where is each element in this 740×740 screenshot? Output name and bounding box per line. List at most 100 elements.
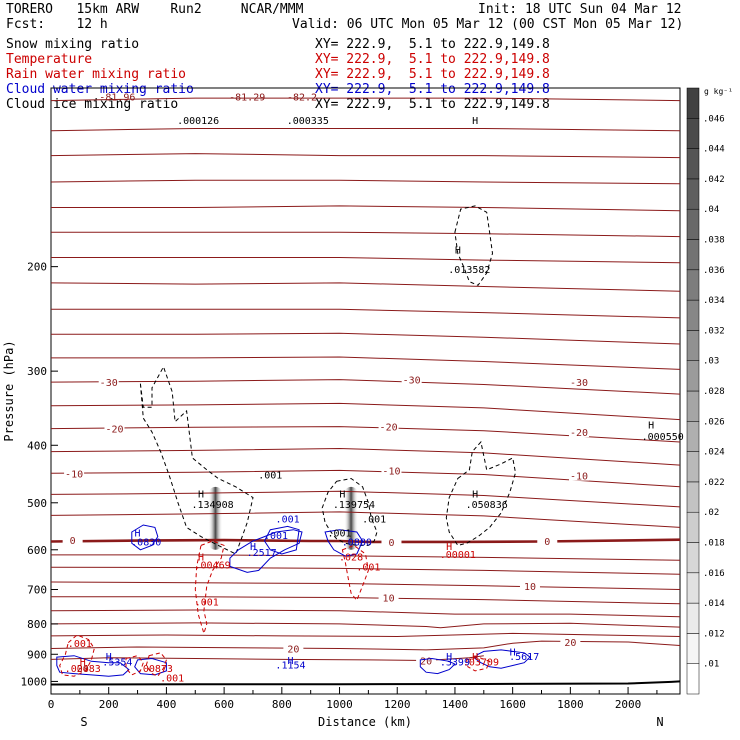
isotherm-label-16: 20: [564, 638, 576, 649]
colorbar-tick-1: .012: [703, 629, 725, 639]
snow-annotation-8: H: [648, 421, 654, 432]
colorbar-tick-7: .024: [703, 448, 725, 458]
isotherm-line-6: [51, 257, 681, 264]
isotherm-line-0: [50, 97, 681, 102]
isotherm-label-10: 0: [388, 538, 394, 549]
isotherm-line-24: [50, 622, 681, 629]
y-tick-label-8: 1000: [21, 675, 48, 688]
snow-contour-0: [139, 365, 254, 555]
snow-annotation-5: .050836: [466, 500, 508, 511]
rain-annotation-40: H: [472, 652, 478, 663]
rain-contour-12: [194, 540, 225, 636]
snow-annotation-4: H: [472, 490, 478, 501]
y-tick-label-7: 900: [27, 648, 47, 661]
isotherm-label-bg-12: [519, 579, 540, 591]
cloudwater-contour-5: [229, 529, 303, 573]
rain-annotation-36: H: [80, 657, 86, 668]
colorbar-cell-1: [686, 633, 700, 664]
rain-annotation-34: .00001: [440, 550, 476, 561]
rain-annotation-38: .00873: [137, 664, 173, 675]
snow-contour-1: [321, 477, 378, 546]
isotherm-label-1: -30: [403, 376, 421, 387]
y-tick-label-4: 600: [27, 544, 47, 557]
init-time: Init: 18 UTC Sun 04 Mar 12: [478, 2, 682, 17]
colorbar-tick-18: .046: [703, 114, 725, 124]
isotherm-line-25: [50, 632, 681, 638]
colorbar-tick-6: .022: [703, 478, 725, 488]
forecast-hour: Fcst: 12 h: [6, 17, 108, 32]
isotherm-line-23: [50, 609, 681, 618]
field-name-temperature: Temperature: [6, 52, 93, 67]
snow-annotation-0: H: [198, 490, 204, 501]
colorbar-cell-11: [686, 330, 700, 361]
field-xy-cloudice: XY= 222.9, 5.1 to 222.9,149.8: [315, 97, 550, 112]
field-name-snow: Snow mixing ratio: [6, 37, 140, 52]
y-tick-label-0: 200: [27, 261, 47, 274]
rain-contour-13: [341, 544, 369, 602]
cloudwater-annotation-26: H: [510, 648, 516, 659]
field-xy-snow: XY= 222.9, 5.1 to 222.9,149.8: [315, 37, 550, 52]
isotherm-annotation-45: -81.96: [99, 93, 135, 104]
colorbar-cell-10: [686, 360, 700, 392]
x-tick-label-10: 2000: [615, 698, 642, 711]
cloudwater-annotation-27: .5617: [509, 652, 539, 663]
colorbar-cell-3: [686, 572, 700, 604]
cloudwater-contour-4: [131, 524, 159, 551]
rain-annotation-33: H: [446, 542, 452, 553]
snow-max-shading-0: [208, 486, 223, 550]
isotherm-label-9: 0: [70, 536, 76, 547]
isotherm-label-3: -20: [105, 425, 123, 436]
cloudwater-annotation-23: .1154: [275, 661, 305, 672]
cloudwater-annotation-25: .3399: [440, 657, 470, 668]
isotherm-label-bg-5: [569, 426, 590, 438]
colorbar-cell-14: [686, 239, 700, 271]
cloudwater-annotation-24: H: [446, 652, 452, 663]
isotherm-line-5: [51, 231, 681, 238]
cloudwater-annotation-13: H: [135, 529, 141, 540]
colorbar-cell-0: [686, 663, 700, 695]
isotherm-label-12: 10: [524, 582, 536, 593]
isotherm-label-bg-17: [72, 662, 93, 674]
isotherm-label-bg-14: [283, 642, 304, 654]
snow-annotation-12: .001: [362, 515, 386, 526]
colorbar-cell-12: [686, 299, 700, 331]
colorbar-cell-2: [686, 602, 700, 634]
isotherm-label-8: -10: [570, 472, 588, 483]
isotherm-label-bg-10: [381, 535, 402, 547]
cloudwater-contour-11: [474, 649, 531, 669]
cloudwater-annotation-16: .2517: [247, 548, 277, 559]
isotherm-label-bg-1: [401, 373, 422, 385]
isotherm-line-16: [50, 490, 681, 508]
field-name-cloudwater: Cloud water mixing ratio: [6, 82, 194, 97]
isotherm-label-0: -30: [100, 378, 118, 389]
y-tick-label-1: 300: [27, 365, 47, 378]
isotherm-label-bg-2: [569, 376, 590, 388]
x-tick-label-2: 400: [156, 698, 176, 711]
isotherm-line-1: [50, 128, 681, 132]
isotherm-label-2: -30: [570, 378, 588, 389]
snow-annotation-43: .000126: [177, 116, 219, 127]
y-tick-label-5: 700: [27, 584, 47, 597]
colorbar-tick-3: .016: [703, 569, 725, 579]
snow-annotation-11: .001: [327, 529, 351, 540]
colorbar-cell-7: [686, 451, 700, 483]
y-tick-label-6: 800: [27, 618, 47, 631]
field-name-rain: Rain water mixing ratio: [6, 67, 187, 82]
field-xy-temperature: XY= 222.9, 5.1 to 222.9,149.8: [315, 52, 550, 67]
isotherm-line-4: [51, 205, 681, 212]
colorbar-cell-9: [686, 390, 700, 422]
colorbar-cell-16: [686, 178, 700, 210]
isotherm-label-5: -20: [570, 428, 588, 439]
snow-annotation-1: .134908: [191, 500, 233, 511]
colorbar-cell-6: [686, 481, 700, 513]
x-axis-label: Distance (km): [318, 715, 412, 729]
cloudwater-annotation-20: H: [106, 652, 112, 663]
cloudwater-contour-7: [324, 529, 364, 557]
colorbar-tick-8: .026: [703, 417, 725, 427]
colorbar-cell-13: [686, 269, 700, 301]
isotherm-line-7: [50, 282, 681, 292]
freezing-level-line: [50, 538, 681, 544]
y-axis-label: Pressure (hPa): [2, 340, 16, 441]
isotherm-label-bg-9: [62, 534, 83, 546]
colorbar-cell-4: [686, 542, 700, 574]
